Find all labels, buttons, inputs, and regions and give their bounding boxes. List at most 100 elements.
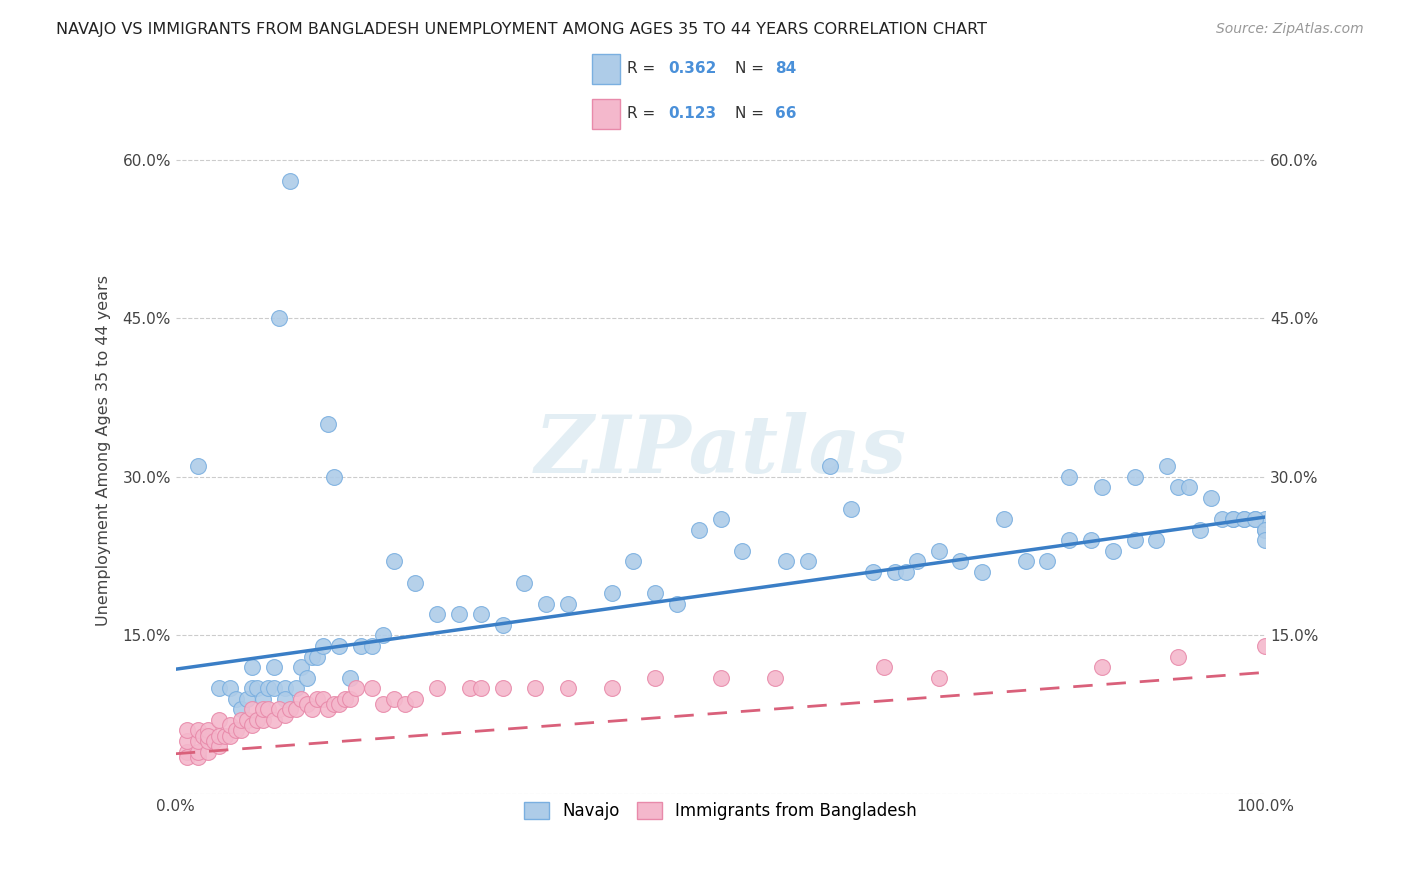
- Point: [394, 697, 416, 711]
- Point: [1102, 544, 1125, 558]
- Point: [600, 586, 623, 600]
- Point: [557, 597, 579, 611]
- Point: [470, 607, 492, 622]
- Point: [231, 713, 253, 727]
- Point: [307, 691, 329, 706]
- Point: [894, 565, 917, 579]
- Point: [274, 681, 297, 696]
- Point: [1232, 512, 1256, 526]
- Point: [186, 734, 209, 748]
- Point: [970, 565, 993, 579]
- Point: [214, 729, 236, 743]
- Text: N =: N =: [735, 61, 769, 76]
- Point: [993, 512, 1015, 526]
- Point: [186, 750, 209, 764]
- Point: [1222, 512, 1244, 526]
- Point: [231, 723, 253, 738]
- Text: NAVAJO VS IMMIGRANTS FROM BANGLADESH UNEMPLOYMENT AMONG AGES 35 TO 44 YEARS CORR: NAVAJO VS IMMIGRANTS FROM BANGLADESH UNE…: [56, 22, 987, 37]
- Point: [1243, 512, 1265, 526]
- Point: [235, 713, 257, 727]
- Point: [312, 691, 335, 706]
- Point: [873, 660, 896, 674]
- Point: [208, 681, 231, 696]
- Point: [240, 681, 263, 696]
- Point: [426, 607, 449, 622]
- Point: [513, 575, 536, 590]
- Point: [382, 691, 405, 706]
- Point: [841, 501, 863, 516]
- Point: [600, 681, 623, 696]
- Point: [225, 691, 247, 706]
- Point: [1144, 533, 1167, 548]
- Point: [231, 702, 253, 716]
- Point: [458, 681, 481, 696]
- Point: [176, 734, 198, 748]
- Point: [534, 597, 557, 611]
- Point: [257, 702, 280, 716]
- Point: [274, 691, 297, 706]
- Point: [1091, 660, 1114, 674]
- Point: [240, 702, 263, 716]
- Point: [269, 311, 291, 326]
- Point: [644, 671, 666, 685]
- Point: [219, 681, 242, 696]
- Point: [1243, 512, 1265, 526]
- Point: [290, 660, 312, 674]
- Legend: Navajo, Immigrants from Bangladesh: Navajo, Immigrants from Bangladesh: [517, 796, 924, 827]
- Point: [197, 729, 219, 743]
- Point: [350, 639, 373, 653]
- Point: [284, 681, 307, 696]
- Point: [197, 745, 219, 759]
- Point: [295, 671, 318, 685]
- Point: [333, 691, 356, 706]
- Point: [263, 660, 285, 674]
- Point: [328, 697, 350, 711]
- Point: [1123, 470, 1146, 484]
- Text: 66: 66: [775, 106, 796, 121]
- Point: [818, 459, 841, 474]
- Point: [1057, 470, 1080, 484]
- Point: [274, 707, 297, 722]
- Point: [318, 702, 340, 716]
- Bar: [592, 54, 620, 84]
- Point: [318, 417, 340, 431]
- Point: [710, 671, 733, 685]
- Point: [1189, 523, 1212, 537]
- Point: [176, 723, 198, 738]
- Y-axis label: Unemployment Among Ages 35 to 44 years: Unemployment Among Ages 35 to 44 years: [96, 275, 111, 626]
- Point: [322, 697, 344, 711]
- Point: [176, 745, 198, 759]
- Text: R =: R =: [627, 61, 661, 76]
- Point: [1167, 480, 1189, 494]
- Point: [1254, 639, 1277, 653]
- Point: [186, 459, 209, 474]
- Point: [257, 681, 280, 696]
- Point: [197, 734, 219, 748]
- Point: [263, 681, 285, 696]
- Point: [1178, 480, 1201, 494]
- Point: [208, 713, 231, 727]
- Point: [1232, 512, 1256, 526]
- Point: [405, 691, 427, 706]
- Point: [1222, 512, 1244, 526]
- Point: [1254, 523, 1277, 537]
- Point: [290, 691, 312, 706]
- Point: [284, 702, 307, 716]
- Point: [447, 607, 470, 622]
- Point: [524, 681, 547, 696]
- Point: [731, 544, 754, 558]
- Point: [278, 702, 301, 716]
- Point: [710, 512, 733, 526]
- Point: [1156, 459, 1178, 474]
- Point: [862, 565, 884, 579]
- Point: [371, 697, 394, 711]
- Point: [644, 586, 666, 600]
- Point: [426, 681, 449, 696]
- Point: [339, 691, 361, 706]
- Point: [202, 734, 225, 748]
- Point: [621, 554, 644, 568]
- Point: [240, 718, 263, 732]
- Point: [1091, 480, 1114, 494]
- Point: [796, 554, 818, 568]
- Point: [371, 628, 394, 642]
